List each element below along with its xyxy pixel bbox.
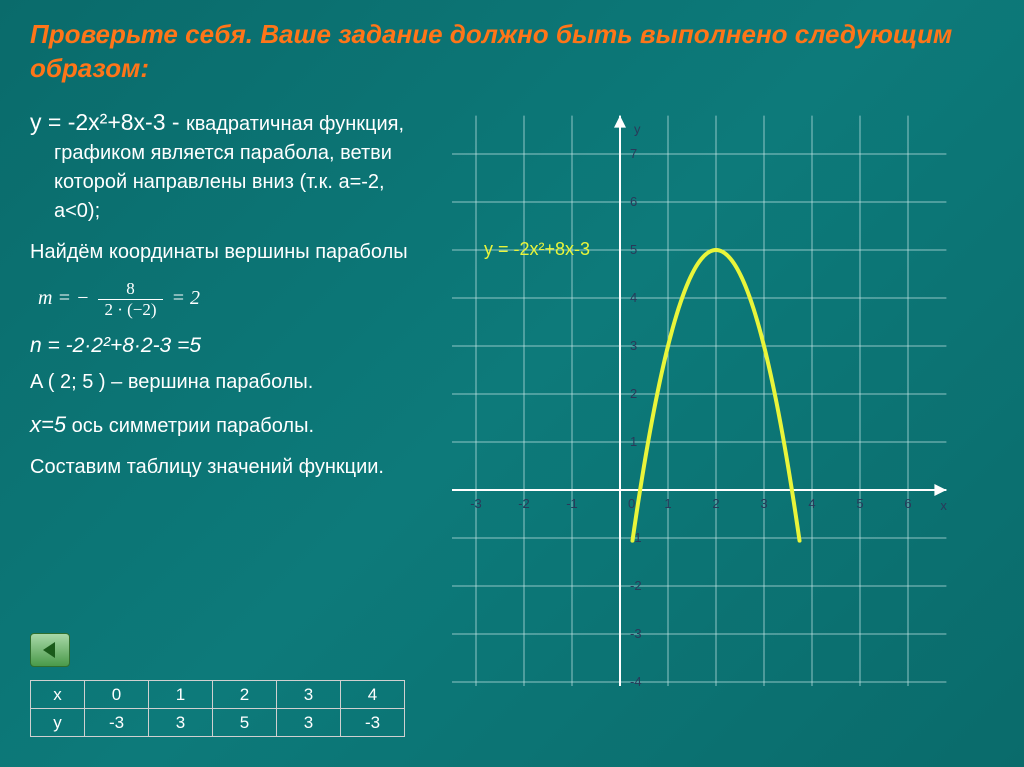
svg-text:3: 3 [630, 338, 637, 353]
axis-x5: x=5 [30, 412, 66, 437]
svg-text:-3: -3 [630, 626, 642, 641]
svg-text:-3: -3 [470, 496, 482, 511]
triangle-left-icon [40, 640, 60, 660]
n-calculation: n = -2·2²+8·2-3 =5 [30, 334, 430, 358]
table-header-y: у [31, 709, 85, 737]
svg-text:у = -2х²+8х-3: у = -2х²+8х-3 [484, 239, 590, 259]
svg-text:7: 7 [630, 146, 637, 161]
chart-area: -3-2-10123456-4-3-2-11234567xyу = -2х²+8… [430, 96, 1000, 686]
table-row: у -3 3 5 3 -3 [31, 709, 405, 737]
left-column: у = -2х²+8х-3 - квадратичная функция, гр… [20, 96, 430, 686]
axis-rest: ось симметрии параболы. [66, 415, 314, 437]
table-cell: 3 [277, 681, 341, 709]
table-row: х 0 1 2 3 4 [31, 681, 405, 709]
svg-text:1: 1 [630, 434, 637, 449]
svg-text:5: 5 [630, 242, 637, 257]
axis-of-symmetry: x=5 ось симметрии параболы. [30, 409, 430, 441]
function-equation: у = -2х²+8х-3 - [30, 109, 186, 135]
m-fraction: 8 2 · (−2) [98, 279, 162, 320]
slide-title: Проверьте себя. Ваше задание должно быть… [0, 0, 1024, 96]
svg-text:1: 1 [664, 496, 671, 511]
svg-text:6: 6 [904, 496, 911, 511]
table-cell: -3 [341, 709, 405, 737]
m-lhs: m = − [38, 287, 89, 309]
table-intro: Составим таблицу значений функции. [30, 453, 430, 482]
svg-text:4: 4 [808, 496, 815, 511]
m-rhs: = 2 [172, 287, 201, 309]
svg-text:0: 0 [628, 496, 635, 511]
prev-button[interactable] [30, 633, 70, 667]
svg-text:y: y [634, 121, 641, 136]
values-table: х 0 1 2 3 4 у -3 3 5 3 -3 [30, 680, 405, 737]
svg-text:3: 3 [760, 496, 767, 511]
svg-text:6: 6 [630, 194, 637, 209]
svg-text:5: 5 [856, 496, 863, 511]
svg-text:-2: -2 [518, 496, 530, 511]
svg-text:4: 4 [630, 290, 637, 305]
svg-text:2: 2 [630, 386, 637, 401]
table-cell: 3 [277, 709, 341, 737]
svg-text:-4: -4 [630, 674, 642, 686]
content-row: у = -2х²+8х-3 - квадратичная функция, гр… [0, 96, 1024, 686]
svg-text:-2: -2 [630, 578, 642, 593]
table-header-x: х [31, 681, 85, 709]
vertex-point: A ( 2; 5 ) – вершина параболы. [30, 368, 430, 397]
m-formula: m = − 8 2 · (−2) = 2 [38, 279, 430, 320]
parabola-chart: -3-2-10123456-4-3-2-11234567xyу = -2х²+8… [430, 96, 1000, 686]
values-table-wrap: х 0 1 2 3 4 у -3 3 5 3 -3 [30, 680, 405, 737]
table-cell: 0 [85, 681, 149, 709]
table-cell: 4 [341, 681, 405, 709]
vertex-intro: Найдём координаты вершины параболы [30, 238, 430, 267]
m-numerator: 8 [98, 279, 162, 300]
function-description: у = -2х²+8х-3 - квадратичная функция, гр… [30, 106, 430, 226]
table-cell: 5 [213, 709, 277, 737]
table-cell: 2 [213, 681, 277, 709]
svg-text:-1: -1 [566, 496, 578, 511]
table-cell: -3 [85, 709, 149, 737]
svg-text:2: 2 [712, 496, 719, 511]
svg-text:x: x [940, 498, 947, 513]
m-denominator: 2 · (−2) [98, 300, 162, 320]
table-cell: 1 [149, 681, 213, 709]
table-cell: 3 [149, 709, 213, 737]
